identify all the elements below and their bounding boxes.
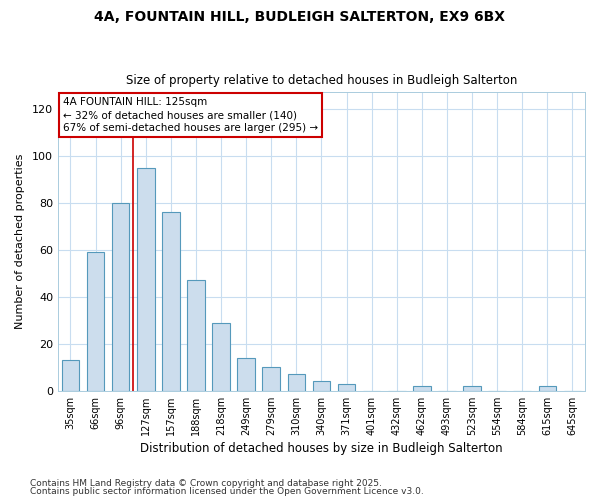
Text: 4A FOUNTAIN HILL: 125sqm
← 32% of detached houses are smaller (140)
67% of semi-: 4A FOUNTAIN HILL: 125sqm ← 32% of detach… [63,97,319,133]
Bar [539,386,556,391]
Bar [187,280,205,391]
Bar [338,384,355,391]
Bar [313,382,330,391]
Bar [87,252,104,391]
Text: Contains public sector information licensed under the Open Government Licence v3: Contains public sector information licen… [30,487,424,496]
Text: Contains HM Land Registry data © Crown copyright and database right 2025.: Contains HM Land Registry data © Crown c… [30,478,382,488]
Bar [287,374,305,391]
Bar [162,212,179,391]
Bar [262,368,280,391]
Title: Size of property relative to detached houses in Budleigh Salterton: Size of property relative to detached ho… [126,74,517,87]
Y-axis label: Number of detached properties: Number of detached properties [15,154,25,330]
Bar [413,386,431,391]
Bar [212,322,230,391]
Bar [112,203,130,391]
Bar [238,358,255,391]
X-axis label: Distribution of detached houses by size in Budleigh Salterton: Distribution of detached houses by size … [140,442,503,455]
Text: 4A, FOUNTAIN HILL, BUDLEIGH SALTERTON, EX9 6BX: 4A, FOUNTAIN HILL, BUDLEIGH SALTERTON, E… [95,10,505,24]
Bar [463,386,481,391]
Bar [137,168,155,391]
Bar [62,360,79,391]
